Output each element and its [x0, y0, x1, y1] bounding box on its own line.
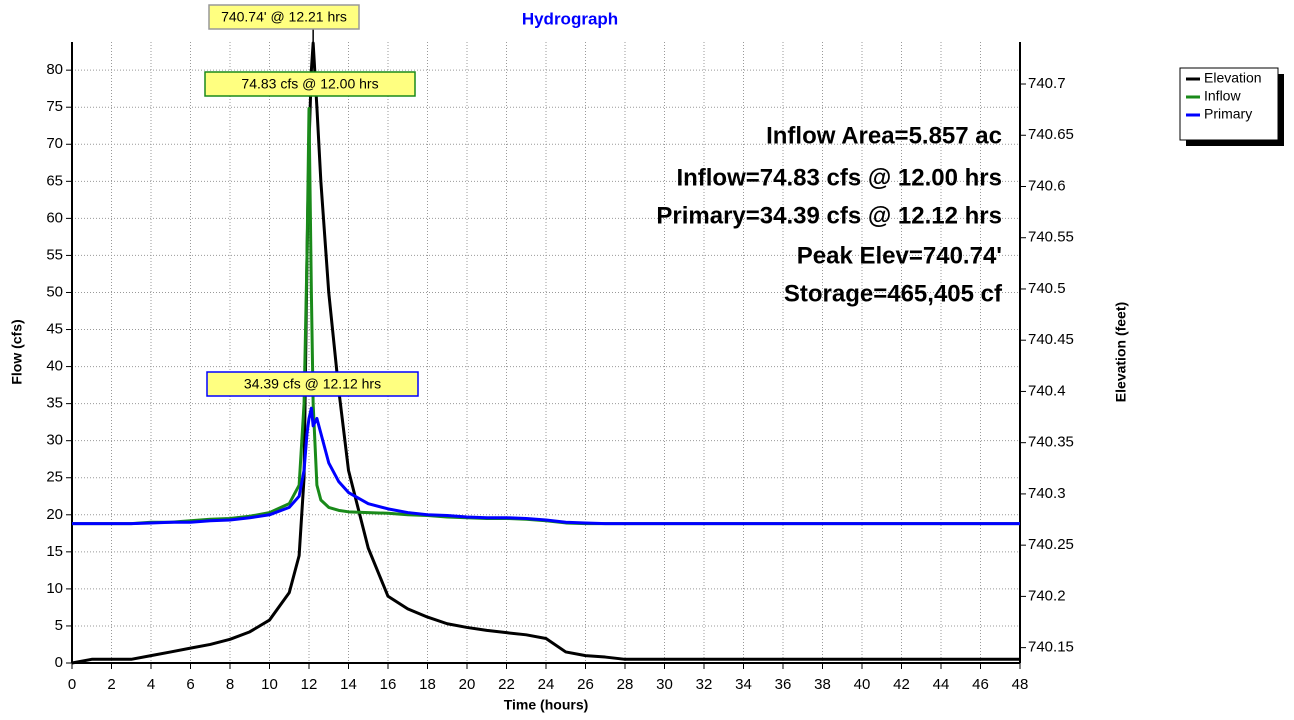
plot-area	[72, 42, 1020, 663]
x-tick-label: 44	[933, 676, 950, 693]
y-tick-label: 80	[46, 61, 63, 78]
series-line	[72, 406, 1020, 526]
y2-tick-label: 740.55	[1028, 229, 1074, 246]
x-tick-label: 32	[696, 676, 713, 693]
summary-line: Inflow Area=5.857 ac	[766, 122, 1002, 149]
x-tick-label: 18	[419, 676, 436, 693]
y2-tick-label: 740.15	[1028, 639, 1074, 656]
y-tick-label: 70	[46, 135, 63, 152]
summary: Inflow Area=5.857 ac Inflow=74.83 cfs @ …	[656, 122, 1003, 307]
x-tick-label: 34	[735, 676, 752, 693]
annotation-box	[204, 71, 416, 97]
legend-label: Elevation	[1204, 70, 1262, 86]
annotation: 740.74' @ 12.21 hrs	[221, 9, 347, 25]
y-tick-label: 60	[46, 209, 63, 226]
y-tick-label: 35	[46, 395, 63, 412]
x-tick-label: 26	[577, 676, 594, 693]
x-tick-label: 30	[656, 676, 673, 693]
legend-label: Primary	[1204, 106, 1252, 122]
y2-tick-label: 740.6	[1028, 177, 1066, 194]
y2-tick-label: 740.4	[1028, 382, 1066, 399]
x-tick-label: 10	[261, 676, 278, 693]
x-tick-label: 14	[340, 676, 357, 693]
summary-line: Inflow=74.83 cfs @ 12.00 hrs	[676, 164, 1002, 191]
x-tick-label: 6	[186, 676, 194, 693]
x-tick-label: 40	[854, 676, 871, 693]
annotation: 34.39 cfs @ 12.12 hrs	[244, 376, 381, 392]
x-tick-label: 48	[1012, 676, 1029, 693]
x-tick-label: 42	[893, 676, 910, 693]
y-tick-label: 75	[46, 98, 63, 115]
summary-line: Primary=34.39 cfs @ 12.12 hrs	[656, 202, 1002, 229]
x-tick-label: 46	[972, 676, 989, 693]
y-tick-label: 65	[46, 172, 63, 189]
x-tick-label: 2	[107, 676, 115, 693]
summary-line: Storage=465,405 cf	[784, 280, 1003, 307]
annotation-box	[208, 4, 360, 30]
annotation: 74.83 cfs @ 12.00 hrs	[241, 76, 378, 92]
grid	[71, 42, 1021, 664]
x-tick-label: 36	[775, 676, 792, 693]
y2-tick-label: 740.5	[1028, 280, 1066, 297]
y-tick-label: 5	[55, 617, 63, 634]
x-tick-label: 12	[301, 676, 318, 693]
y-tick-label: 25	[46, 469, 63, 486]
annotation-box	[206, 371, 419, 397]
legend-label: Inflow	[1204, 88, 1241, 104]
x-tick-label: 8	[226, 676, 234, 693]
y-tick-label: 55	[46, 246, 63, 263]
y-tick-label: 40	[46, 358, 63, 375]
y-tick-label: 0	[55, 654, 63, 671]
y-tick-label: 30	[46, 432, 63, 449]
y2-tick-label: 740.35	[1028, 434, 1074, 451]
summary-line: Peak Elev=740.74'	[797, 242, 1002, 269]
y2-tick-label: 740.25	[1028, 536, 1074, 553]
y2-tick-label: 740.7	[1028, 75, 1066, 92]
y-tick-label: 45	[46, 320, 63, 337]
y2-tick-label: 740.45	[1028, 331, 1074, 348]
y-axis-label: Flow (cfs)	[9, 319, 25, 384]
x-tick-label: 24	[538, 676, 555, 693]
x-tick-label: 0	[68, 676, 76, 693]
y-tick-label: 15	[46, 543, 63, 560]
y2-axis-label: Elevation (feet)	[1113, 302, 1129, 402]
y2-tick-label: 740.3	[1028, 485, 1066, 502]
x-tick-label: 22	[498, 676, 515, 693]
chart-title: Hydrograph	[522, 9, 618, 28]
x-tick-label: 20	[459, 676, 476, 693]
y2-tick-label: 740.2	[1028, 587, 1066, 604]
legend: Elevation Inflow Primary	[1179, 67, 1284, 146]
x-tick-label: 16	[380, 676, 397, 693]
y-tick-label: 50	[46, 283, 63, 300]
x-tick-label: 28	[617, 676, 634, 693]
x-axis-label: Time (hours)	[504, 697, 589, 713]
y-tick-label: 10	[46, 580, 63, 597]
x-tick-label: 38	[814, 676, 831, 693]
y-tick-label: 20	[46, 506, 63, 523]
y2-tick-label: 740.65	[1028, 126, 1074, 143]
x-tick-label: 4	[147, 676, 155, 693]
